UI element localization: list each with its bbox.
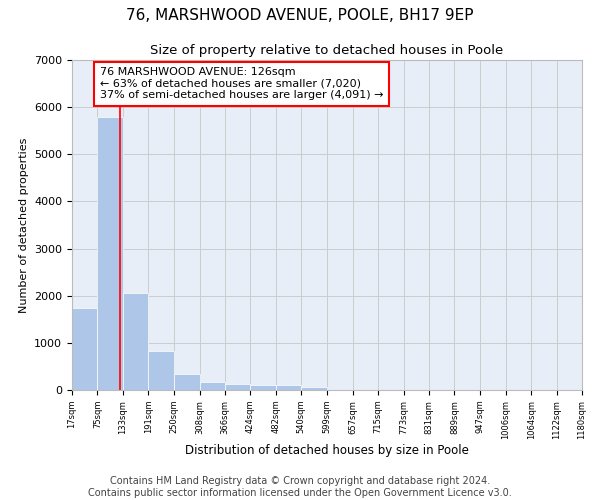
Bar <box>225 384 250 390</box>
Bar <box>301 386 327 390</box>
Text: 76 MARSHWOOD AVENUE: 126sqm
← 63% of detached houses are smaller (7,020)
37% of : 76 MARSHWOOD AVENUE: 126sqm ← 63% of det… <box>100 67 383 100</box>
Bar <box>97 116 123 390</box>
Text: 76, MARSHWOOD AVENUE, POOLE, BH17 9EP: 76, MARSHWOOD AVENUE, POOLE, BH17 9EP <box>126 8 474 22</box>
Text: Contains HM Land Registry data © Crown copyright and database right 2024.
Contai: Contains HM Land Registry data © Crown c… <box>88 476 512 498</box>
Bar <box>174 374 200 390</box>
Bar <box>276 386 301 390</box>
Bar <box>123 294 148 390</box>
Bar <box>72 308 97 390</box>
Bar <box>200 382 225 390</box>
Title: Size of property relative to detached houses in Poole: Size of property relative to detached ho… <box>151 44 503 58</box>
Bar <box>250 386 276 390</box>
Bar <box>148 352 174 390</box>
Y-axis label: Number of detached properties: Number of detached properties <box>19 138 29 312</box>
X-axis label: Distribution of detached houses by size in Poole: Distribution of detached houses by size … <box>185 444 469 458</box>
